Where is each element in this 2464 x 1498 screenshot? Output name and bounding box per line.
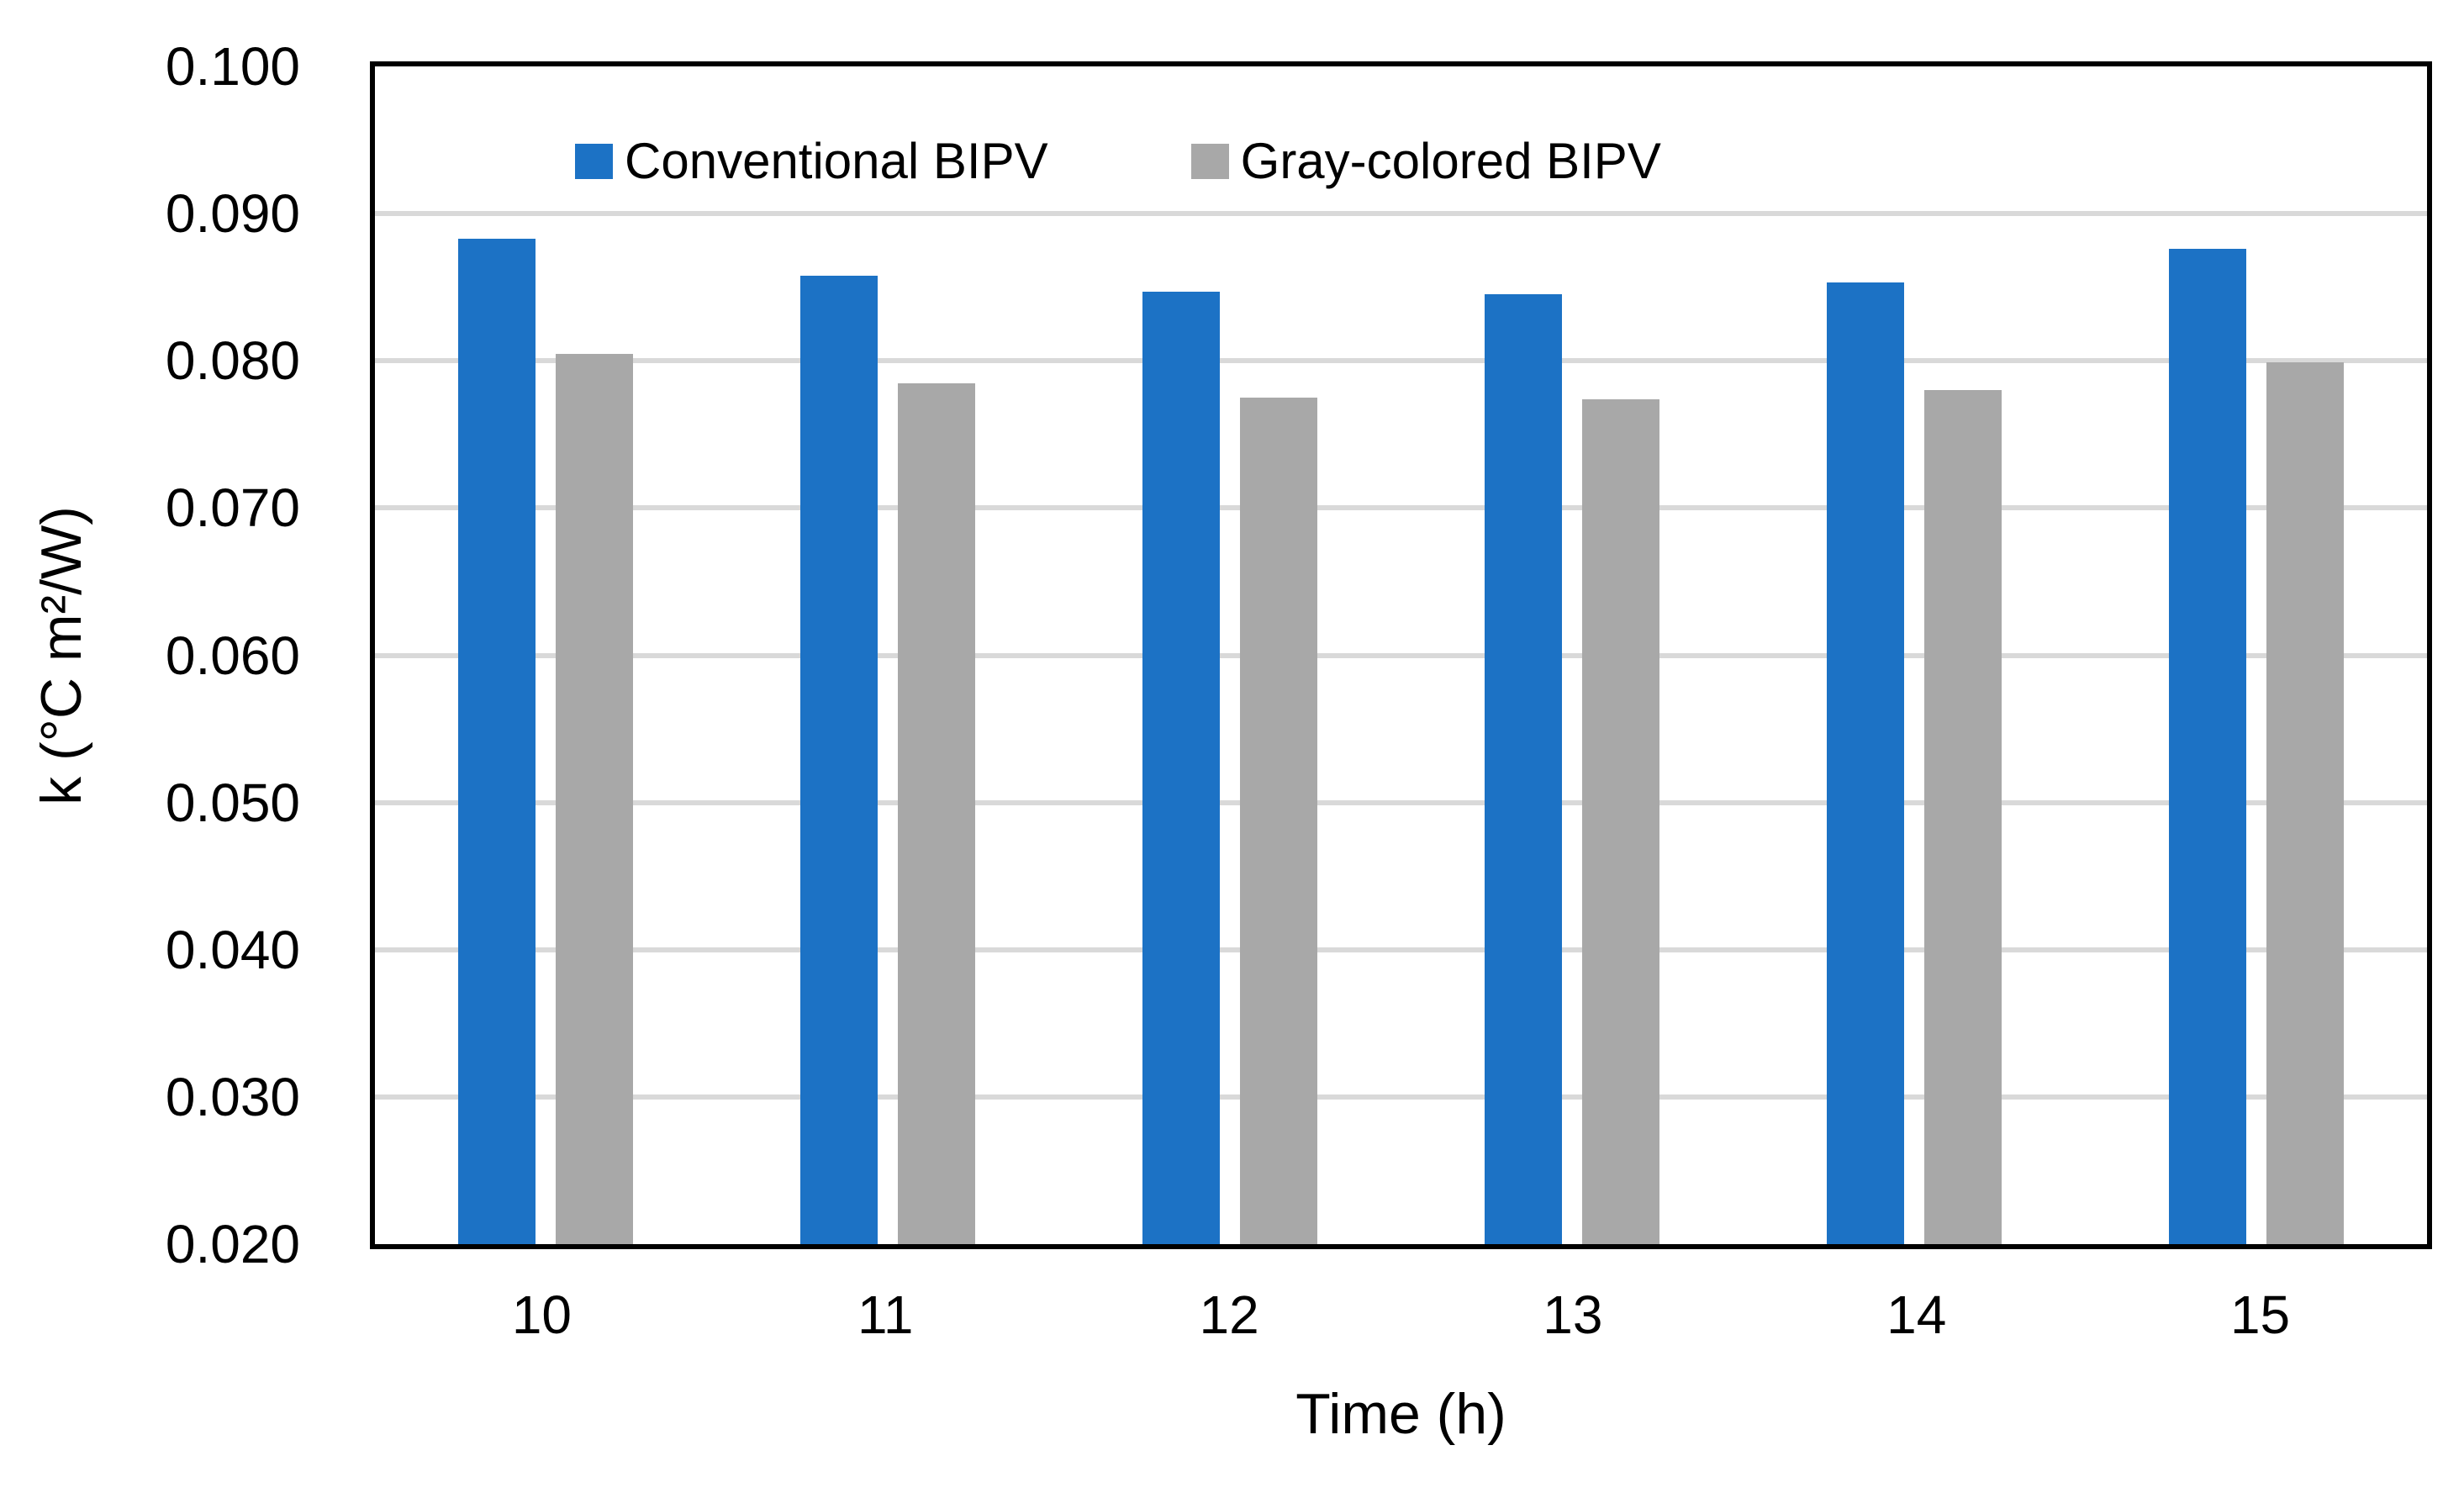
x-tick-label: 11: [857, 1284, 914, 1345]
y-tick-label: 0.100: [165, 36, 300, 97]
plot-area: Conventional BIPV Gray-colored BIPV: [370, 61, 2432, 1249]
y-tick-label: 0.040: [165, 919, 300, 980]
legend-item-gray-colored-bipv: Gray-colored BIPV: [1190, 133, 1661, 189]
bar-group-14: [1743, 66, 2085, 1244]
bar-group-12: [1059, 66, 1401, 1244]
gridline: [375, 947, 2427, 952]
gridline: [375, 1094, 2427, 1100]
legend-label: Conventional BIPV: [625, 133, 1048, 189]
y-tick-label: 0.050: [165, 772, 300, 833]
bar-conventional-bipv-11: [800, 275, 878, 1244]
gridline: [375, 211, 2427, 217]
legend-item-conventional-bipv: Conventional BIPV: [575, 134, 1048, 189]
bar-gray-colored-bipv-10: [556, 353, 634, 1244]
bar-conventional-bipv-10: [458, 238, 536, 1244]
y-tick-label: 0.020: [165, 1214, 300, 1274]
bar-group-10: [375, 66, 717, 1244]
legend-swatch-gray-colored-bipv: [1190, 144, 1229, 179]
x-axis-title: Time (h): [1295, 1382, 1506, 1446]
legend-label: Gray-colored BIPV: [1240, 133, 1661, 189]
x-tick-label: 13: [1543, 1284, 1603, 1345]
gridline: [375, 505, 2427, 511]
x-tick-label: 14: [1886, 1284, 1947, 1345]
legend: Conventional BIPV Gray-colored BIPV: [575, 134, 1661, 189]
y-tick-label: 0.070: [165, 477, 300, 539]
x-axis-tick-labels: 10 11 12 13 14 15: [370, 1288, 2432, 1342]
x-tick-label: 10: [511, 1284, 572, 1345]
bar-conventional-bipv-12: [1142, 291, 1221, 1244]
y-tick-label: 0.090: [165, 183, 300, 245]
gridline: [375, 358, 2427, 364]
bar-gray-colored-bipv-14: [1923, 390, 2002, 1244]
bar-group-13: [1401, 66, 1743, 1244]
bar-group-11: [717, 66, 1059, 1244]
bar-conventional-bipv-13: [1484, 294, 1562, 1244]
x-tick-label: 15: [2229, 1284, 2291, 1345]
gridline: [375, 799, 2427, 805]
y-axis-tick-labels: 0.100 0.090 0.080 0.070 0.060 0.050 0.040 0.030…: [0, 40, 336, 1271]
bar-group-15: [2085, 66, 2427, 1244]
bar-gray-colored-bipv-15: [2266, 362, 2344, 1244]
bar-conventional-bipv-14: [1826, 282, 1904, 1244]
bar-gray-colored-bipv-11: [898, 382, 976, 1244]
gridline: [375, 652, 2427, 658]
y-tick-label: 0.060: [165, 625, 300, 686]
y-tick-label: 0.080: [165, 330, 300, 392]
legend-swatch-conventional-bipv: [575, 144, 613, 179]
bar-conventional-bipv-15: [2168, 249, 2246, 1244]
bar-gray-colored-bipv-12: [1240, 398, 1318, 1244]
x-tick-label: 12: [1199, 1284, 1259, 1345]
bar-gray-colored-bipv-13: [1581, 398, 1659, 1244]
y-tick-label: 0.030: [165, 1066, 300, 1127]
bar-series-container: [375, 66, 2427, 1244]
